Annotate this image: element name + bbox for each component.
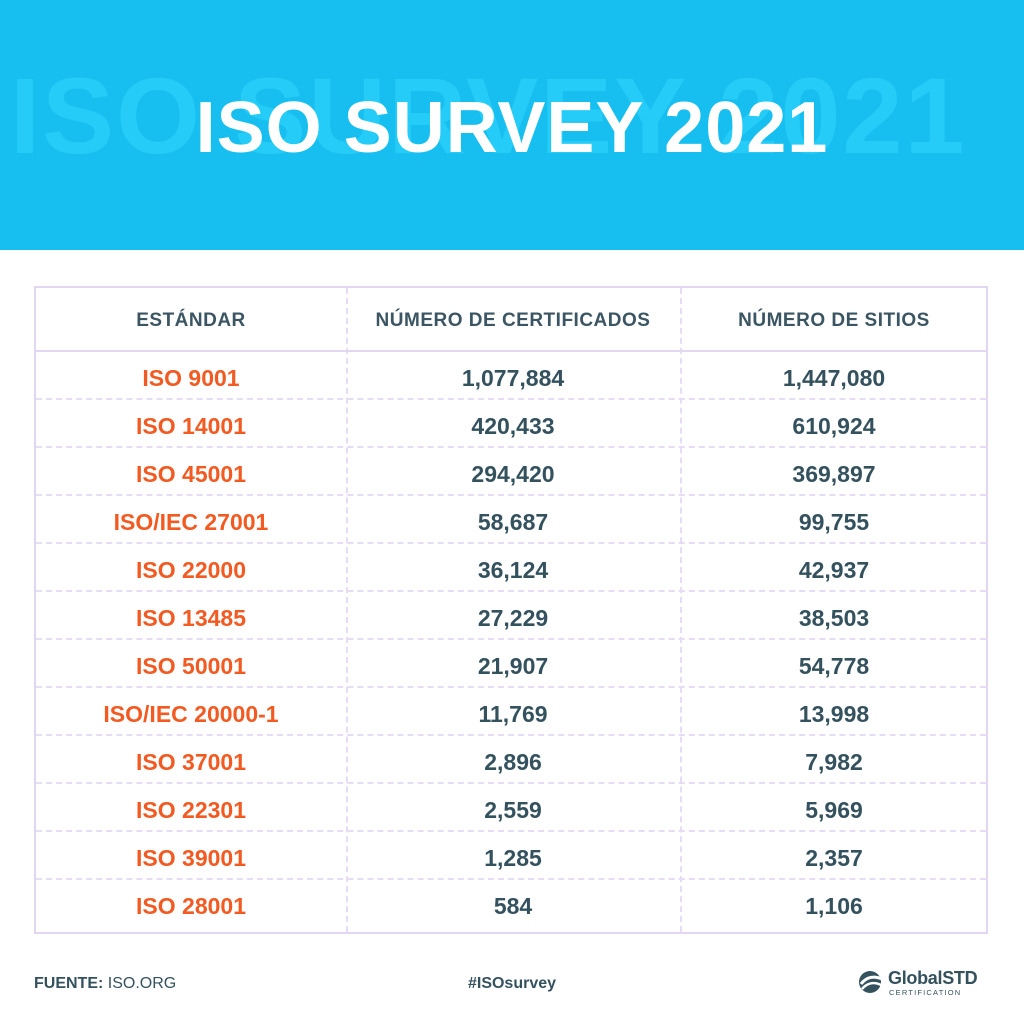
cell-sites: 1,447,080	[782, 365, 886, 391]
cell-standard: ISO 14001	[136, 413, 246, 439]
cell-certificates: 58,687	[477, 509, 549, 535]
banner-watermark: ISO SURVEY 2021	[10, 55, 967, 176]
row-divider	[36, 494, 986, 496]
cell-standard: ISO 9001	[142, 365, 240, 391]
row-divider	[36, 446, 986, 448]
row-divider	[36, 782, 986, 784]
row-divider	[36, 590, 986, 592]
header-standard: ESTÁNDAR	[136, 310, 246, 331]
globalstd-logo: GlobalSTD CERTIFICATION	[858, 968, 990, 998]
cell-certificates: 2,559	[484, 797, 542, 823]
row-divider	[36, 398, 986, 400]
hashtag: #ISOsurvey	[467, 975, 557, 992]
cell-standard: ISO 22000	[136, 557, 246, 583]
cell-sites: 38,503	[798, 605, 870, 631]
cell-certificates: 1,077,884	[461, 365, 565, 391]
table-row: ISO 14001 420,433 610,924	[36, 400, 986, 448]
row-divider	[36, 734, 986, 736]
page-title: ISO SURVEY 2021	[195, 88, 829, 168]
cell-standard: ISO/IEC 27001	[113, 509, 269, 535]
table-row: ISO 9001 1,077,884 1,447,080	[36, 352, 986, 400]
table-header-row: ESTÁNDAR NÚMERO DE CERTIFICADOS NÚMERO D…	[36, 288, 986, 352]
row-divider	[36, 638, 986, 640]
table-row: ISO 22301 2,559 5,969	[36, 784, 986, 832]
cell-standard: ISO/IEC 20000-1	[103, 701, 279, 727]
cell-sites: 13,998	[798, 701, 870, 727]
table-row: ISO 37001 2,896 7,982	[36, 736, 986, 784]
cell-sites: 54,778	[798, 653, 870, 679]
cell-certificates: 11,769	[478, 701, 548, 727]
cell-sites: 7,982	[805, 749, 863, 775]
row-divider	[36, 686, 986, 688]
source-note: FUENTE: ISO.ORG	[34, 975, 176, 993]
cell-certificates: 294,420	[471, 461, 555, 487]
table-row: ISO/IEC 27001 58,687 99,755	[36, 496, 986, 544]
cell-sites: 610,924	[792, 413, 876, 439]
cell-certificates: 27,229	[477, 605, 549, 631]
cell-certificates: 2,896	[484, 749, 542, 775]
table-row: ISO 50001 21,907 54,778	[36, 640, 986, 688]
title-banner: ISO SURVEY 2021 ISO SURVEY 2021	[0, 0, 1024, 250]
cell-sites: 1,106	[805, 893, 863, 919]
source-value: ISO.ORG	[107, 975, 177, 992]
row-divider	[36, 542, 986, 544]
cell-certificates: 584	[493, 893, 533, 919]
table-row: ISO 22000 36,124 42,937	[36, 544, 986, 592]
survey-table: ESTÁNDAR NÚMERO DE CERTIFICADOS NÚMERO D…	[34, 286, 988, 934]
cell-certificates: 1,285	[484, 845, 542, 871]
row-divider	[36, 878, 986, 880]
header-sites: NÚMERO DE SITIOS	[738, 310, 930, 331]
cell-sites: 99,755	[798, 509, 870, 535]
cell-standard: ISO 39001	[136, 845, 246, 871]
cell-standard: ISO 28001	[136, 893, 246, 919]
table-row: ISO 13485 27,229 38,503	[36, 592, 986, 640]
table-row: ISO/IEC 20000-1 11,769 13,998	[36, 688, 986, 736]
row-divider	[36, 830, 986, 832]
cell-standard: ISO 50001	[136, 653, 246, 679]
cell-standard: ISO 22301	[136, 797, 246, 823]
source-label: FUENTE:	[34, 975, 104, 992]
cell-standard: ISO 13485	[136, 605, 246, 631]
table-row: ISO 28001 584 1,106	[36, 880, 986, 928]
cell-sites: 5,969	[805, 797, 863, 823]
cell-sites: 2,357	[805, 845, 863, 871]
header-certificates: NÚMERO DE CERTIFICADOS	[375, 310, 651, 331]
cell-sites: 369,897	[792, 461, 876, 487]
cell-certificates: 36,124	[477, 557, 549, 583]
column-divider	[680, 288, 682, 932]
logo-subtext: CERTIFICATION	[889, 988, 962, 997]
cell-certificates: 420,433	[471, 413, 555, 439]
column-divider	[346, 288, 348, 932]
cell-standard: ISO 45001	[136, 461, 246, 487]
table-row: ISO 39001 1,285 2,357	[36, 832, 986, 880]
table-row: ISO 45001 294,420 369,897	[36, 448, 986, 496]
globe-icon	[859, 971, 883, 993]
cell-standard: ISO 37001	[136, 749, 246, 775]
cell-sites: 42,937	[798, 557, 870, 583]
logo-text: GlobalSTD	[888, 968, 978, 988]
cell-certificates: 21,907	[477, 653, 549, 679]
